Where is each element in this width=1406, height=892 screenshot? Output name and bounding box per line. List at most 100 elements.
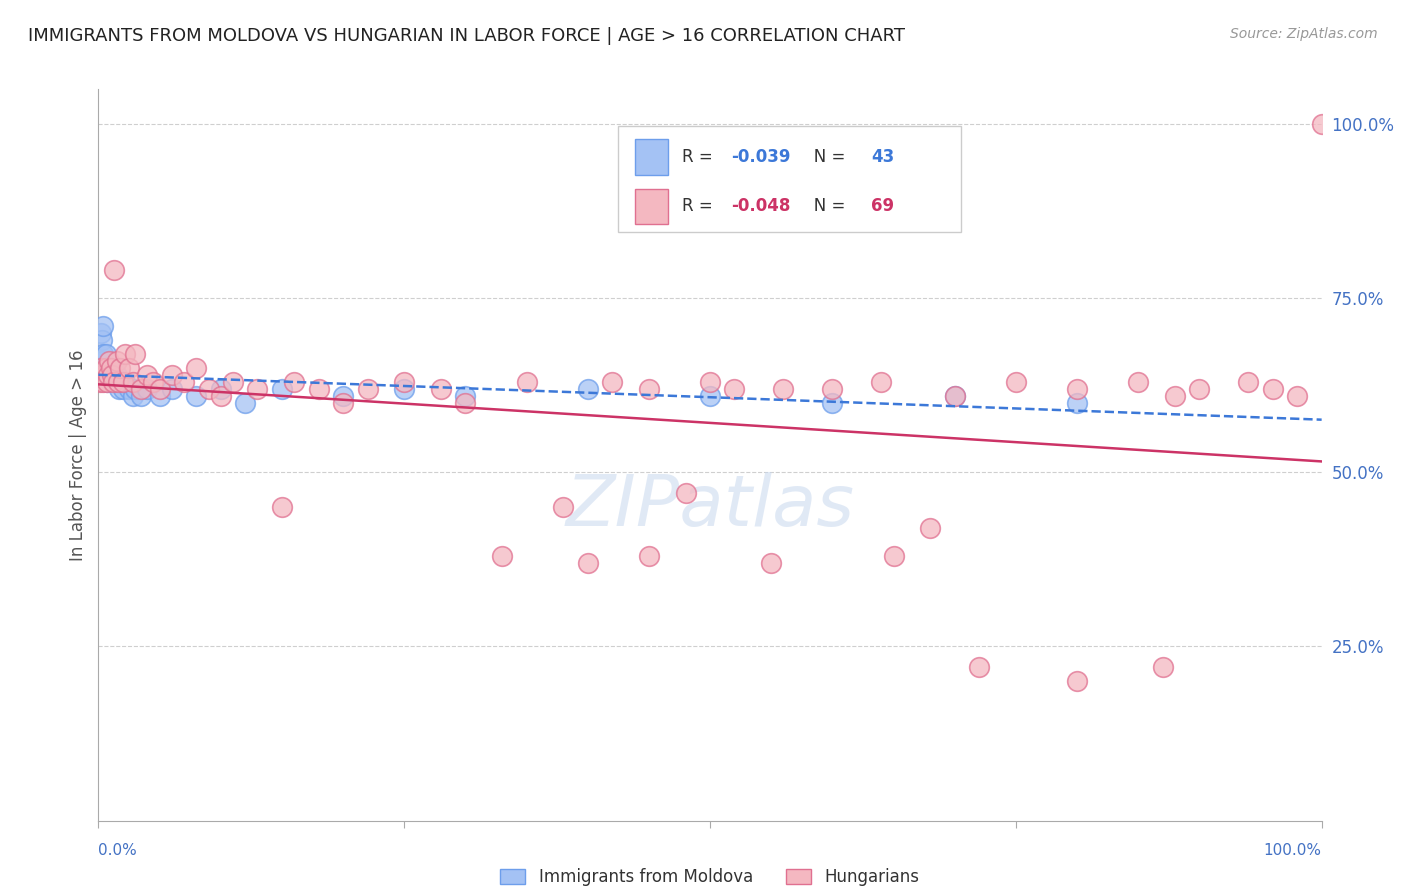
Point bbox=[967, 660, 990, 674]
Point bbox=[160, 368, 183, 382]
Point bbox=[118, 360, 141, 375]
Point bbox=[94, 347, 117, 361]
Point bbox=[270, 500, 294, 515]
Point bbox=[90, 326, 112, 340]
Text: N =: N = bbox=[799, 148, 851, 166]
Point bbox=[1164, 389, 1187, 403]
Point bbox=[1261, 382, 1284, 396]
Point bbox=[638, 549, 661, 563]
Point bbox=[124, 382, 146, 396]
Point bbox=[96, 360, 118, 375]
Point bbox=[821, 395, 844, 409]
Point bbox=[114, 375, 136, 389]
Point bbox=[332, 389, 354, 403]
Point bbox=[1286, 389, 1309, 403]
Point bbox=[129, 389, 152, 403]
Point bbox=[1310, 117, 1333, 131]
Point bbox=[186, 360, 208, 375]
Text: 69: 69 bbox=[872, 197, 894, 216]
Text: N =: N = bbox=[799, 197, 851, 216]
Point bbox=[149, 382, 172, 396]
Point bbox=[772, 382, 794, 396]
Point bbox=[97, 368, 120, 382]
Point bbox=[91, 333, 114, 347]
Point bbox=[454, 389, 477, 403]
Point bbox=[246, 382, 269, 396]
Text: -0.048: -0.048 bbox=[731, 197, 790, 216]
Point bbox=[124, 347, 146, 361]
Point bbox=[699, 375, 721, 389]
Point bbox=[233, 395, 256, 409]
Text: 100.0%: 100.0% bbox=[1264, 843, 1322, 858]
Point bbox=[761, 556, 783, 570]
Point bbox=[209, 389, 232, 403]
Point bbox=[94, 360, 117, 375]
Point bbox=[173, 375, 195, 389]
Point bbox=[675, 486, 697, 500]
Text: R =: R = bbox=[682, 197, 718, 216]
Point bbox=[723, 382, 745, 396]
Point bbox=[101, 368, 124, 382]
Point bbox=[91, 354, 114, 368]
Point bbox=[600, 375, 623, 389]
Point bbox=[97, 360, 120, 375]
Point bbox=[870, 375, 893, 389]
Point bbox=[91, 319, 114, 334]
Point bbox=[1152, 660, 1174, 674]
Text: 0.0%: 0.0% bbox=[98, 843, 138, 858]
Text: Source: ZipAtlas.com: Source: ZipAtlas.com bbox=[1230, 27, 1378, 41]
Point bbox=[197, 382, 219, 396]
Point bbox=[108, 382, 131, 396]
Point bbox=[209, 382, 232, 396]
Point bbox=[576, 556, 599, 570]
Text: ZIPatlas: ZIPatlas bbox=[565, 472, 855, 541]
Point bbox=[943, 389, 966, 403]
Point bbox=[222, 375, 245, 389]
Point bbox=[91, 368, 114, 382]
Point bbox=[105, 354, 128, 368]
Point bbox=[101, 368, 124, 382]
Point bbox=[149, 389, 172, 403]
Point bbox=[129, 382, 152, 396]
Point bbox=[392, 382, 416, 396]
Point bbox=[821, 382, 844, 396]
Point bbox=[392, 375, 416, 389]
Point bbox=[98, 354, 121, 368]
Point bbox=[121, 375, 143, 389]
Point bbox=[121, 389, 143, 403]
Point bbox=[270, 382, 294, 396]
Point bbox=[105, 368, 128, 382]
Text: R =: R = bbox=[682, 148, 718, 166]
Point bbox=[90, 360, 112, 375]
Point bbox=[110, 375, 132, 389]
Point bbox=[553, 500, 575, 515]
FancyBboxPatch shape bbox=[636, 139, 668, 175]
Point bbox=[118, 382, 141, 396]
Point bbox=[111, 375, 134, 389]
Point bbox=[920, 521, 942, 535]
Point bbox=[576, 382, 599, 396]
FancyBboxPatch shape bbox=[619, 126, 960, 232]
Point bbox=[101, 375, 124, 389]
Y-axis label: In Labor Force | Age > 16: In Labor Force | Age > 16 bbox=[69, 349, 87, 561]
Point bbox=[1066, 674, 1088, 689]
Point bbox=[89, 375, 111, 389]
Point bbox=[699, 389, 721, 403]
Point bbox=[454, 395, 477, 409]
Text: -0.039: -0.039 bbox=[731, 148, 790, 166]
Point bbox=[100, 360, 122, 375]
Point bbox=[430, 382, 453, 396]
Point bbox=[943, 389, 966, 403]
Point bbox=[515, 375, 537, 389]
Point bbox=[136, 382, 159, 396]
Point bbox=[103, 263, 125, 277]
Point bbox=[1188, 382, 1211, 396]
Point bbox=[110, 360, 132, 375]
Point bbox=[104, 375, 127, 389]
Point bbox=[107, 375, 129, 389]
Point bbox=[491, 549, 513, 563]
Point bbox=[111, 382, 134, 396]
Point bbox=[93, 368, 115, 382]
Point bbox=[1066, 395, 1088, 409]
Point bbox=[283, 375, 305, 389]
